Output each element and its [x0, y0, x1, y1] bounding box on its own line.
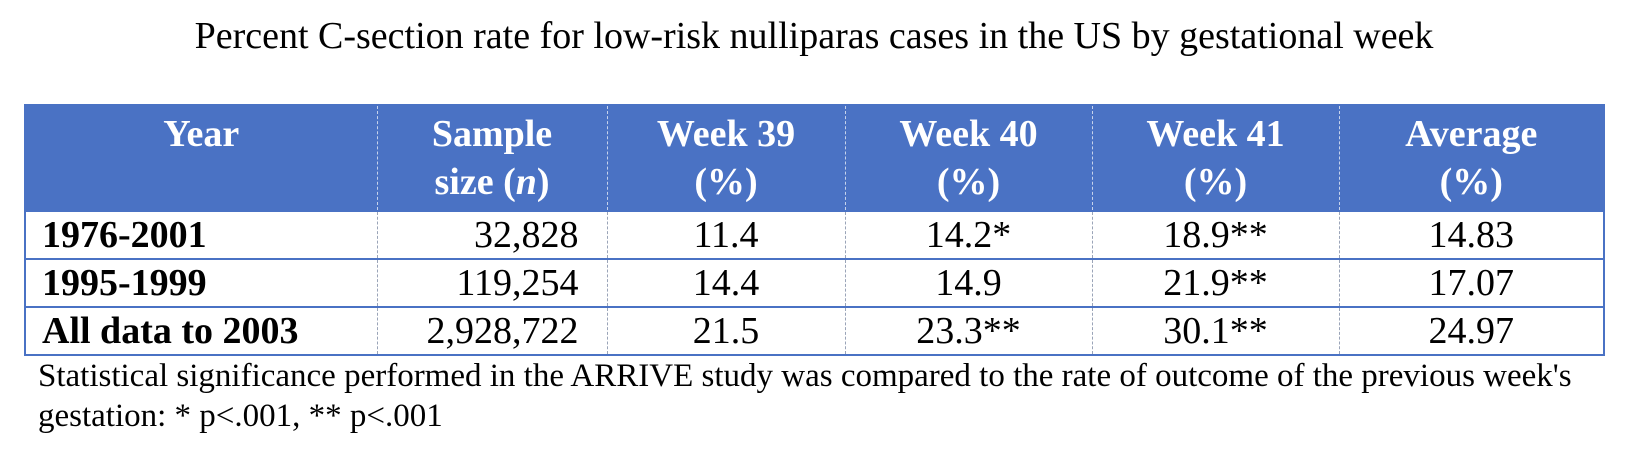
- cell-average: 24.97: [1338, 306, 1604, 355]
- cell-week39: 14.4: [606, 258, 845, 307]
- table-row: 1995-1999 119,254 14.4 14.9 21.9** 17.07: [25, 258, 1604, 307]
- cell-week41: 21.9**: [1091, 258, 1339, 307]
- header-row: Year Sample size (n) Week 39 (%) Week 40…: [25, 105, 1604, 211]
- header-average: Average (%): [1338, 105, 1604, 211]
- header-week39-line1: Week 39: [656, 113, 796, 155]
- cell-week39: 11.4: [606, 210, 845, 259]
- cell-sample-size: 119,254: [376, 258, 607, 307]
- table-row: All data to 2003 2,928,722 21.5 23.3** 3…: [25, 306, 1604, 355]
- cell-average: 14.83: [1338, 210, 1604, 259]
- c-section-rate-table: Year Sample size (n) Week 39 (%) Week 40…: [24, 104, 1605, 356]
- header-week39-line2: (%): [694, 161, 758, 203]
- header-week40: Week 40 (%): [844, 105, 1092, 211]
- cell-sample-size: 32,828: [376, 210, 607, 259]
- cell-average: 17.07: [1338, 258, 1604, 307]
- header-sample-line2-pre: size (: [434, 161, 516, 203]
- header-week41-line1: Week 41: [1146, 113, 1285, 155]
- table-title: Percent C-section rate for low-risk null…: [194, 15, 1434, 57]
- significance-footnote: Statistical significance performed in th…: [38, 358, 1572, 434]
- cell-week40: 14.9: [844, 258, 1092, 307]
- cell-year: 1976-2001: [25, 210, 377, 259]
- header-week41: Week 41 (%): [1091, 105, 1339, 211]
- cell-sample-size: 2,928,722: [376, 306, 607, 355]
- header-week41-line2: (%): [1183, 161, 1248, 203]
- header-sample-size: Sample size (n): [376, 105, 607, 211]
- cell-week41: 18.9**: [1091, 210, 1339, 259]
- header-sample-line1: Sample: [431, 113, 553, 155]
- cell-year: 1995-1999: [25, 258, 377, 307]
- header-sample-line2-post: ): [536, 161, 550, 203]
- header-average-line1: Average: [1405, 113, 1538, 155]
- header-sample-variable: n: [515, 161, 537, 203]
- header-average-line2: (%): [1439, 161, 1503, 203]
- header-week40-line1: Week 40: [899, 113, 1038, 155]
- header-week39: Week 39 (%): [606, 105, 845, 211]
- cell-week39: 21.5: [606, 306, 845, 355]
- header-year-label: Year: [163, 113, 240, 155]
- cell-week40: 23.3**: [844, 306, 1092, 355]
- cell-year: All data to 2003: [25, 306, 377, 355]
- cell-week41: 30.1**: [1091, 306, 1339, 355]
- header-week40-line2: (%): [936, 161, 1001, 203]
- cell-week40: 14.2*: [844, 210, 1092, 259]
- header-year: Year: [25, 105, 377, 211]
- table-row: 1976-2001 32,828 11.4 14.2* 18.9** 14.83: [25, 210, 1604, 259]
